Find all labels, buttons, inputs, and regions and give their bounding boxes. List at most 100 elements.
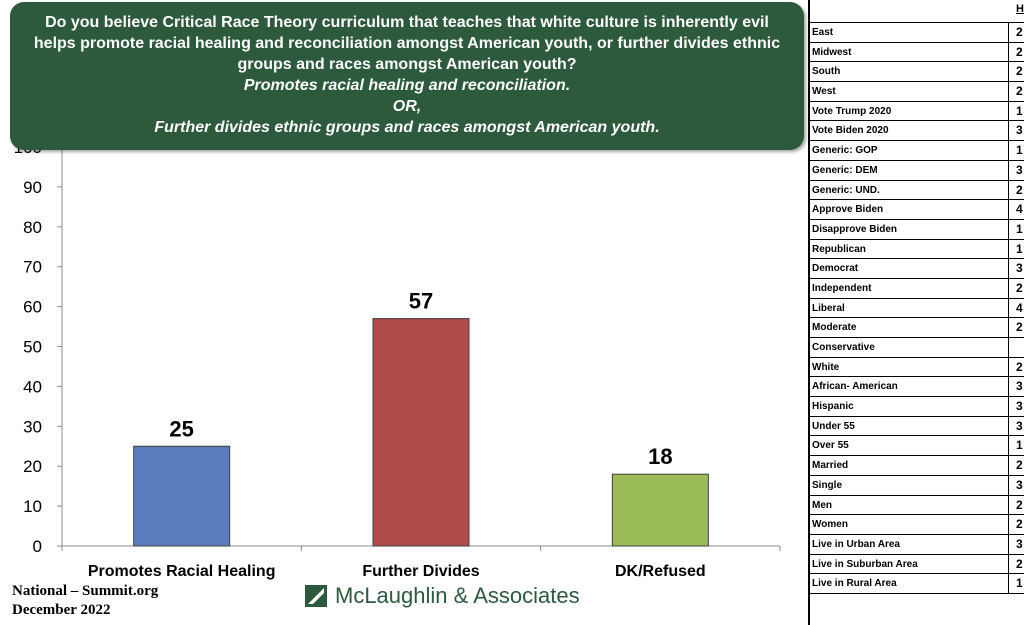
row-label: South bbox=[812, 66, 841, 78]
row-label: Hispanic bbox=[812, 401, 854, 413]
row-label: Midwest bbox=[812, 46, 852, 58]
row-label: Live in Suburban Area bbox=[812, 558, 918, 570]
row-value: 3 bbox=[1016, 261, 1023, 276]
row-value: 1 bbox=[1016, 241, 1023, 256]
crosstab-header: He bbox=[810, 0, 1024, 23]
cell-divider bbox=[1008, 278, 1009, 298]
y-tick-label: 70 bbox=[23, 258, 42, 277]
row-value: 2 bbox=[1016, 458, 1023, 473]
cell-divider bbox=[1008, 318, 1009, 337]
row-label: Under 55 bbox=[812, 420, 855, 432]
row-value: 3 bbox=[1016, 123, 1023, 138]
row-value: 2 bbox=[1016, 25, 1023, 39]
cell-divider bbox=[1008, 239, 1009, 259]
crosstab-header-label: He bbox=[1016, 3, 1024, 15]
row-label: Vote Biden 2020 bbox=[812, 125, 889, 137]
table-row: Vote Biden 2020 3 bbox=[810, 121, 1024, 142]
row-value: 2 bbox=[1016, 280, 1023, 295]
row-label: White bbox=[812, 361, 840, 373]
cell-divider bbox=[1008, 416, 1009, 436]
table-row: Generic: GOP 1 bbox=[810, 141, 1024, 161]
cell-divider bbox=[1008, 495, 1009, 515]
row-label: Approve Biden bbox=[812, 204, 884, 216]
cell-divider bbox=[1008, 62, 1009, 82]
cell-divider bbox=[1008, 298, 1009, 318]
table-row: Live in Suburban Area 2 bbox=[810, 554, 1024, 575]
cell-divider bbox=[1008, 554, 1009, 574]
cell-divider bbox=[1008, 534, 1009, 554]
row-label: Liberal bbox=[812, 302, 845, 314]
row-value: 3 bbox=[1016, 477, 1023, 492]
brand-logo: McLaughlin & Associates bbox=[305, 582, 580, 610]
row-value: 1 bbox=[1016, 438, 1023, 453]
row-label: Men bbox=[812, 499, 832, 511]
y-tick-label: 90 bbox=[23, 178, 42, 197]
cell-divider bbox=[1008, 259, 1009, 278]
y-tick-label: 20 bbox=[23, 457, 42, 476]
cell-divider bbox=[1008, 200, 1009, 219]
row-label: Independent bbox=[812, 282, 872, 294]
data-label: 57 bbox=[409, 289, 433, 314]
cell-divider bbox=[1008, 121, 1009, 141]
table-row: Midwest 2 bbox=[810, 42, 1024, 63]
table-row: Live in Urban Area 3 bbox=[810, 534, 1024, 555]
row-label: East bbox=[812, 27, 834, 38]
data-label: 18 bbox=[648, 444, 672, 469]
row-value: 3 bbox=[1016, 418, 1023, 433]
y-tick-label: 80 bbox=[23, 218, 42, 237]
row-label: Vote Trump 2020 bbox=[812, 105, 892, 117]
question-banner: Do you believe Critical Race Theory curr… bbox=[10, 2, 804, 150]
row-label: Over 55 bbox=[812, 440, 849, 452]
table-row: Generic: DEM 3 bbox=[810, 160, 1024, 181]
table-row: African- American 3 bbox=[810, 377, 1024, 398]
cell-divider bbox=[1008, 338, 1009, 357]
cell-divider bbox=[1008, 436, 1009, 456]
y-tick-label: 10 bbox=[23, 497, 42, 516]
cell-divider bbox=[1008, 515, 1009, 534]
table-row: Democrat 3 bbox=[810, 259, 1024, 279]
row-value: 4 bbox=[1016, 300, 1023, 315]
row-label: Live in Urban Area bbox=[812, 538, 900, 550]
row-label: African- American bbox=[812, 381, 898, 393]
row-label: Single bbox=[812, 479, 843, 491]
table-row: Over 55 1 bbox=[810, 436, 1024, 457]
crosstab-table: He East 2 Midwest 2 South 2 West 2 Vote Trump 20… bbox=[808, 0, 1024, 625]
table-row: Women 2 bbox=[810, 515, 1024, 535]
row-label: Live in Rural Area bbox=[812, 578, 897, 590]
row-label: Women bbox=[812, 519, 848, 531]
row-label: Married bbox=[812, 460, 849, 472]
table-row: Married 2 bbox=[810, 456, 1024, 476]
row-value: 2 bbox=[1016, 64, 1023, 79]
bar-1 bbox=[133, 445, 231, 547]
brand-name: McLaughlin & Associates bbox=[335, 583, 580, 608]
cell-divider bbox=[1008, 456, 1009, 475]
table-row: Liberal 4 bbox=[810, 298, 1024, 319]
brand-mark-icon bbox=[305, 585, 327, 607]
table-row: Generic: UND. 2 bbox=[810, 180, 1024, 201]
source-line-1: National – Summit.org bbox=[12, 583, 159, 599]
table-row: Men 2 bbox=[810, 495, 1024, 516]
option-a-text: Promotes racial healing and reconciliati… bbox=[243, 77, 571, 94]
y-tick-label: 50 bbox=[23, 338, 42, 357]
row-value: 2 bbox=[1016, 320, 1023, 335]
question-text: Do you believe Critical Race Theory curr… bbox=[33, 14, 781, 73]
table-row: South 2 bbox=[810, 62, 1024, 83]
table-row: Hispanic 3 bbox=[810, 397, 1024, 417]
cell-divider bbox=[1008, 101, 1009, 121]
row-value: 1 bbox=[1016, 221, 1023, 236]
cell-divider bbox=[1008, 180, 1009, 200]
x-category-label: Promotes Racial Healing bbox=[88, 563, 276, 580]
row-value: 2 bbox=[1016, 517, 1023, 532]
row-value: 3 bbox=[1016, 379, 1023, 394]
row-value: 2 bbox=[1016, 497, 1023, 512]
row-value: 3 bbox=[1016, 536, 1023, 551]
row-value: 2 bbox=[1016, 359, 1023, 374]
y-tick-label: 30 bbox=[23, 417, 42, 436]
table-row: East 2 bbox=[810, 23, 1024, 43]
cell-divider bbox=[1008, 42, 1009, 62]
row-value: 3 bbox=[1016, 399, 1023, 414]
table-row: Conservative bbox=[810, 338, 1024, 358]
table-row: Republican 1 bbox=[810, 239, 1024, 260]
y-tick-label: 40 bbox=[23, 377, 42, 396]
y-tick-label: 60 bbox=[23, 298, 42, 317]
